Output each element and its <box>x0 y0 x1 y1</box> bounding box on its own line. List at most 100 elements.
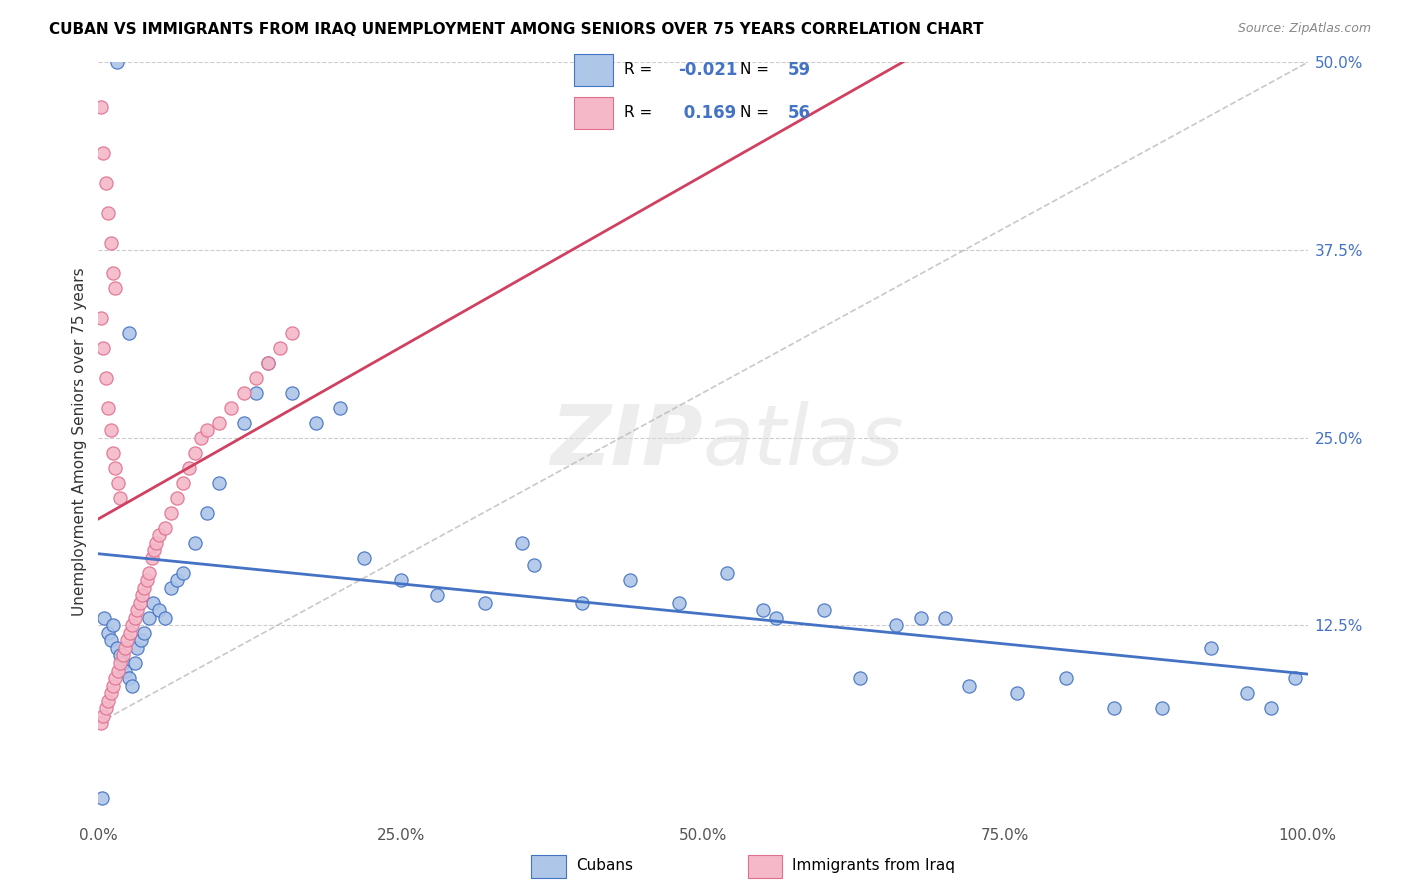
Point <box>105 640 128 655</box>
Point <box>142 596 165 610</box>
Point <box>91 708 114 723</box>
Point <box>232 385 254 400</box>
Point <box>90 310 112 325</box>
Point <box>118 326 141 340</box>
Point <box>1236 686 1258 700</box>
Point <box>160 581 183 595</box>
Text: N =: N = <box>740 105 773 120</box>
Point <box>1260 701 1282 715</box>
Point <box>184 446 207 460</box>
Point <box>124 611 146 625</box>
Text: atlas: atlas <box>703 401 904 482</box>
Point <box>117 633 139 648</box>
Point <box>153 611 176 625</box>
Point <box>510 536 533 550</box>
Point <box>1284 671 1306 685</box>
Bar <box>531 855 565 878</box>
Point <box>957 679 980 693</box>
Point <box>172 566 194 580</box>
Point <box>141 550 163 565</box>
Point <box>128 596 150 610</box>
Point <box>97 693 120 707</box>
Text: Source: ZipAtlas.com: Source: ZipAtlas.com <box>1237 22 1371 36</box>
Point <box>934 611 956 625</box>
Point <box>94 701 117 715</box>
Point <box>1152 701 1174 715</box>
Point <box>426 589 449 603</box>
Text: Immigrants from Iraq: Immigrants from Iraq <box>793 858 955 872</box>
Point <box>232 416 254 430</box>
Point <box>94 176 117 190</box>
Point <box>269 341 291 355</box>
Point <box>118 671 141 685</box>
Point <box>143 543 166 558</box>
Point <box>190 431 212 445</box>
Point <box>179 460 201 475</box>
Point <box>389 574 412 588</box>
Point <box>100 633 122 648</box>
Point <box>166 491 188 505</box>
Point <box>910 611 932 625</box>
Point <box>111 656 134 670</box>
Point <box>91 341 114 355</box>
Point <box>114 664 136 678</box>
Bar <box>574 97 613 129</box>
Point <box>91 791 114 805</box>
Point <box>108 648 131 663</box>
Point <box>716 566 738 580</box>
Point <box>523 558 546 573</box>
Text: N =: N = <box>740 62 773 78</box>
Y-axis label: Unemployment Among Seniors over 75 years: Unemployment Among Seniors over 75 years <box>72 268 87 615</box>
Point <box>1102 701 1125 715</box>
Point <box>90 716 112 731</box>
Point <box>813 603 835 617</box>
Point <box>108 491 131 505</box>
Text: 56: 56 <box>787 104 810 122</box>
Point <box>101 679 124 693</box>
Point <box>127 603 149 617</box>
Text: R =: R = <box>624 62 658 78</box>
Point <box>91 145 114 160</box>
Text: Cubans: Cubans <box>576 858 633 872</box>
Point <box>221 401 243 415</box>
Point <box>245 370 267 384</box>
Point <box>107 475 129 490</box>
Point <box>127 640 149 655</box>
Point <box>90 100 112 114</box>
Point <box>195 506 218 520</box>
Point <box>94 370 117 384</box>
Point <box>118 626 141 640</box>
Text: -0.021: -0.021 <box>678 61 737 78</box>
Point <box>256 356 278 370</box>
Point <box>138 611 160 625</box>
Point <box>100 686 122 700</box>
Point <box>124 656 146 670</box>
Point <box>100 235 122 250</box>
Point <box>329 401 352 415</box>
Point <box>160 506 183 520</box>
Point <box>172 475 194 490</box>
Point <box>184 536 207 550</box>
Point <box>105 55 128 70</box>
Point <box>1054 671 1077 685</box>
Point <box>138 566 160 580</box>
Point <box>195 423 218 437</box>
Point <box>166 574 188 588</box>
Text: R =: R = <box>624 105 658 120</box>
Point <box>619 574 641 588</box>
Point <box>121 679 143 693</box>
Point <box>245 385 267 400</box>
Point <box>111 648 134 663</box>
Point <box>765 611 787 625</box>
Point <box>1007 686 1029 700</box>
Point <box>153 521 176 535</box>
Point <box>101 446 124 460</box>
Point <box>281 326 304 340</box>
Point <box>886 618 908 632</box>
Point <box>100 423 122 437</box>
Point <box>134 581 156 595</box>
Point <box>93 611 115 625</box>
Point <box>281 385 304 400</box>
Point <box>114 640 136 655</box>
Point <box>256 356 278 370</box>
